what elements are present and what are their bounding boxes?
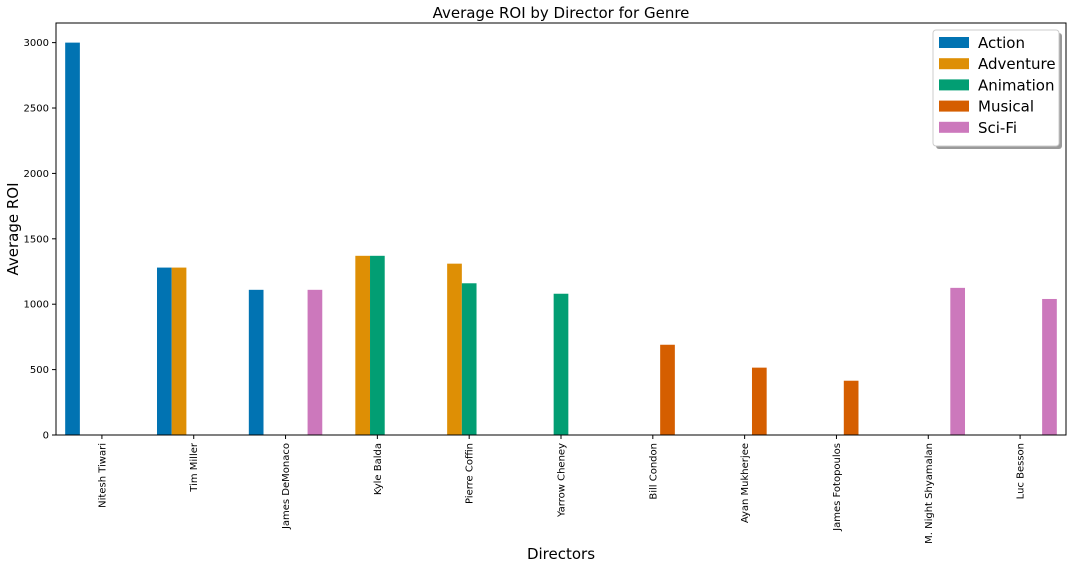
bar-animation-yarrow-cheney [553,293,569,435]
bar-adventure-tim-miller [171,267,187,435]
legend-swatch-adventure [939,58,969,70]
x-tick-label: Luc Besson [1016,443,1027,499]
y-tick-label: 3000 [24,38,49,49]
x-axis-title: Directors [527,545,595,563]
x-tick-label: Bill Condon [648,443,659,500]
bar-action-nitesh-tiwari [65,42,80,436]
bar-adventure-kyle-balda [355,255,371,435]
x-tick-label: M. Night Shyamalan [924,443,935,544]
x-tick-label: James Fotopoulos [832,443,843,532]
bar-animation-kyle-balda [370,255,385,435]
x-tick-label: Pierre Coffin [465,443,476,504]
bar-action-tim-miller [157,267,172,435]
legend-label-action: Action [978,34,1025,52]
y-tick-label: 0 [43,431,49,442]
bar-animation-pierre-coffin [461,283,477,435]
x-axis: Nitesh Tiwari Tim Miller James DeMonaco Kyl… [97,435,1027,544]
x-tick-label: Tim Miller [189,442,200,493]
bar-sci-fi-james-demonaco [307,289,323,435]
y-axis-title: Average ROI [4,182,22,275]
legend-swatch-sci-fi [939,121,969,133]
bar-musical-james-fotopoulos [843,380,859,435]
bar-sci-fi-luc-besson [1042,298,1057,435]
legend-label-sci-fi: Sci-Fi [978,119,1017,137]
x-tick-label: Ayan Mukherjee [740,443,751,523]
y-tick-label: 1000 [24,300,49,311]
legend-label-animation: Animation [978,76,1054,94]
x-tick-label: Kyle Balda [373,443,384,495]
chart-title: Average ROI by Director for Genre [433,4,690,22]
x-tick-label: Yarrow Cheney [557,443,568,518]
bar-musical-ayan-mukherjee [751,367,767,435]
legend-swatch-animation [939,79,969,91]
y-tick-label: 500 [30,365,49,376]
y-tick-label: 1500 [24,234,49,245]
legend-label-musical: Musical [978,98,1034,116]
y-axis: 0 500 1000 1500 2000 2500 3000 [24,38,56,442]
bar-musical-bill-condon [660,344,675,435]
y-tick-label: 2500 [24,104,49,115]
bars-group [65,42,1057,436]
legend-label-adventure: Adventure [978,55,1056,73]
legend: Action Adventure Animation Musical Sci-Fi [932,29,1062,149]
bar-sci-fi-m-night-shyamalan [950,287,965,435]
x-tick-label: James DeMonaco [281,443,292,530]
y-tick-label: 2000 [24,169,49,180]
legend-swatch-musical [939,100,969,112]
bar-adventure-pierre-coffin [447,263,462,435]
x-tick-label: Nitesh Tiwari [97,443,108,508]
legend-swatch-action [939,37,969,48]
bar-action-james-demonaco [248,289,264,435]
